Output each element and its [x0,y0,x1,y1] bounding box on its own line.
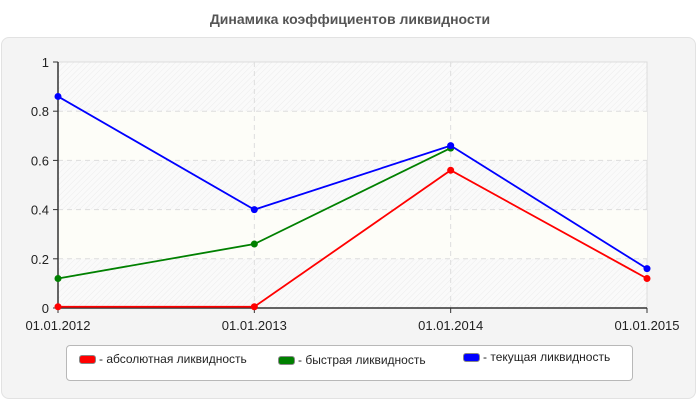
legend-label: - абсолютная ликвидность [99,352,247,366]
data-point [54,274,62,282]
data-point [447,142,455,150]
x-tick-label: 01.01.2014 [418,318,483,333]
plot-area [57,61,648,309]
data-point [447,166,455,174]
legend-swatch-green [278,355,295,365]
chart-legend: - абсолютная ликвидность - быстрая ликви… [66,345,633,381]
line-chart: 0 0.2 0.4 0.6 0.8 1 01.01.2012 01.01.2013 01.01.… [25,55,679,333]
data-point [250,206,258,214]
data-point [54,92,62,100]
legend-swatch-red [79,354,96,364]
legend-swatch-blue [463,352,480,362]
data-point [643,265,651,273]
x-tick-label: 01.01.2012 [25,318,90,333]
y-tick-label: 0.4 [31,203,49,218]
x-tick-label: 01.01.2013 [222,318,287,333]
y-tick-label: 0.2 [31,252,49,267]
series-line [57,95,648,270]
y-tick-label: 0.6 [31,153,49,168]
data-point [643,274,651,282]
legend-label: - быстрая ликвидность [298,353,426,367]
x-tick-label: 01.01.2015 [614,318,679,333]
plot-band [58,111,647,161]
y-tick-label: 0 [42,301,49,316]
data-point [54,303,62,311]
plot-band [58,209,647,259]
chart-title: Динамика коэффициентов ликвидности [209,11,491,27]
data-point [250,240,258,248]
legend-item-current: - текущая ликвидность [463,350,610,364]
legend-item-absolute: - абсолютная ликвидность [79,352,247,366]
data-point [250,303,258,311]
legend-item-quick: - быстрая ликвидность [278,353,426,367]
y-tick-label: 0.8 [31,104,49,119]
legend-label: - текущая ликвидность [483,350,611,364]
series-line [58,169,648,308]
y-tick-label: 1 [42,55,49,70]
